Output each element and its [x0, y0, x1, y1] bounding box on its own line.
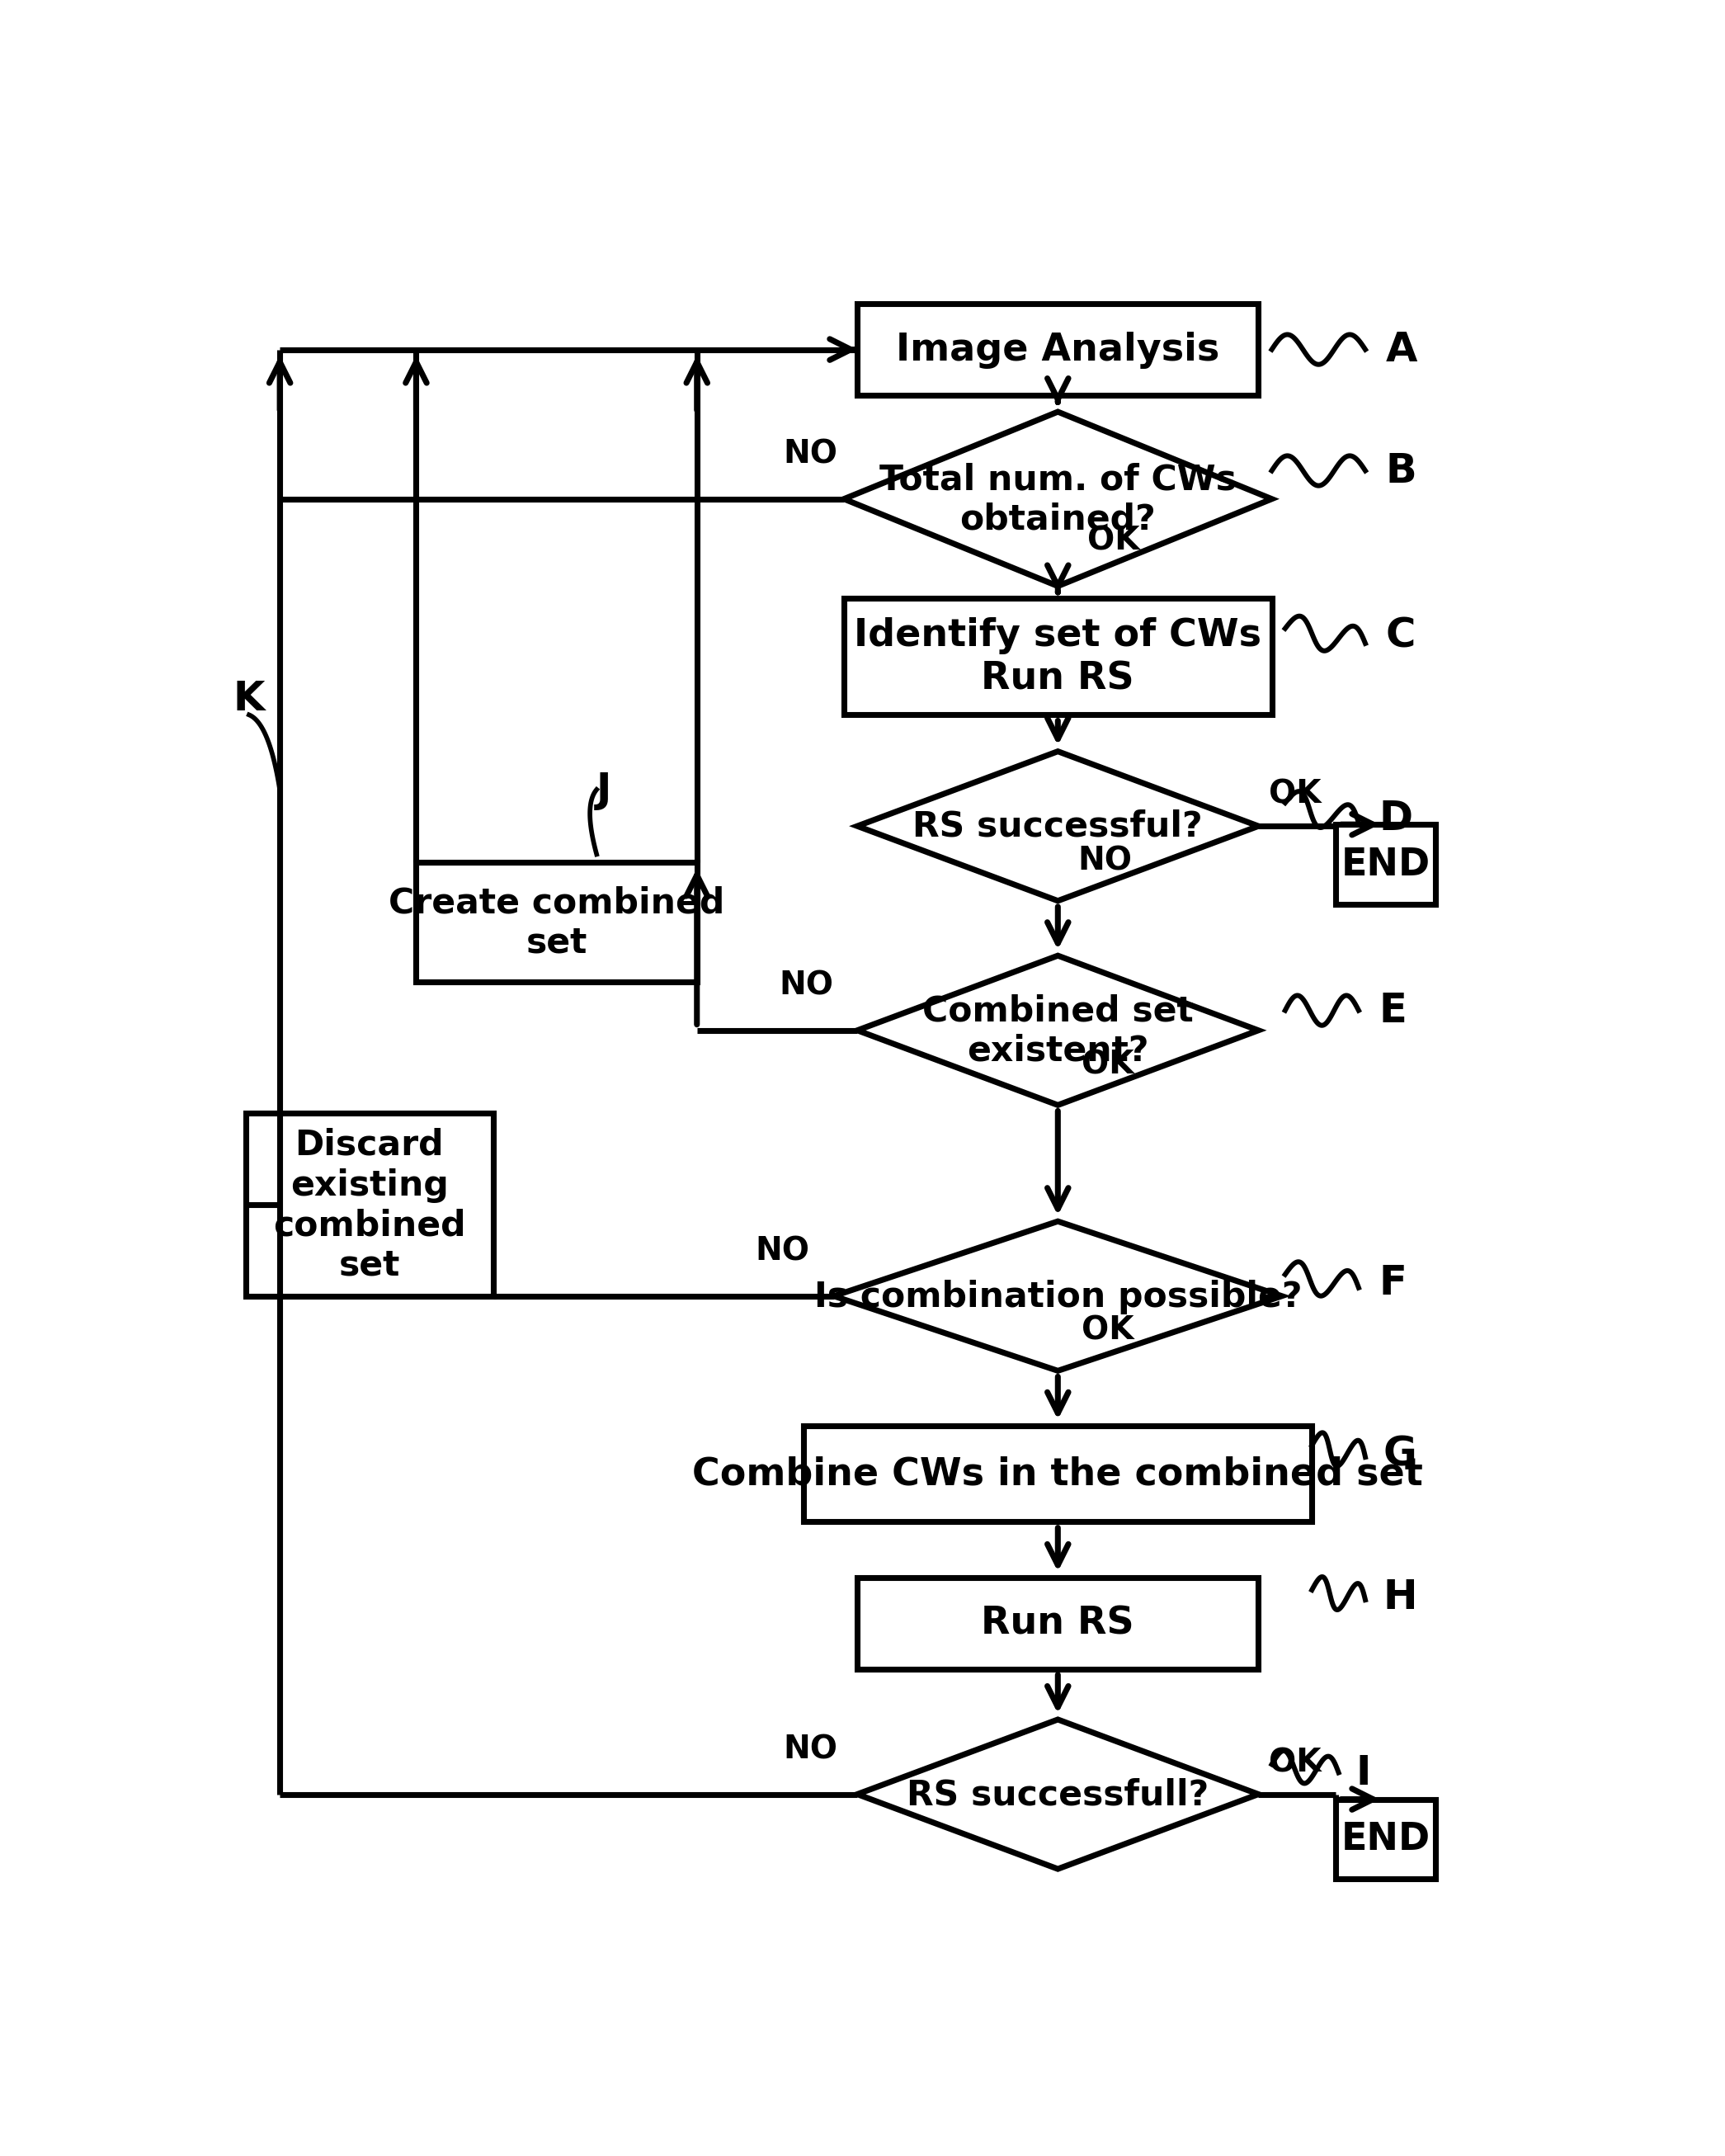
Text: Combined set
existent?: Combined set existent?: [923, 994, 1194, 1067]
Text: Discard
existing
combined
set: Discard existing combined set: [273, 1128, 466, 1283]
Bar: [1335, 1800, 1435, 1880]
Text: Combine CWs in the combined set: Combine CWs in the combined set: [692, 1455, 1423, 1492]
Text: OK: OK: [1082, 1050, 1135, 1080]
Bar: [804, 1425, 1313, 1522]
Text: B: B: [1385, 451, 1416, 492]
Text: OK: OK: [1270, 1746, 1321, 1779]
Bar: [857, 304, 1259, 397]
Bar: [1335, 826, 1435, 906]
Text: Identify set of CWs
Run RS: Identify set of CWs Run RS: [854, 617, 1261, 696]
Text: NO: NO: [783, 1733, 837, 1764]
Text: END: END: [1340, 1820, 1430, 1858]
Text: H: H: [1383, 1576, 1416, 1617]
Text: Is combination possible?: Is combination possible?: [814, 1279, 1302, 1313]
Bar: [416, 862, 697, 983]
Bar: [844, 599, 1271, 716]
Text: NO: NO: [783, 438, 837, 470]
Text: RS successfull?: RS successfull?: [907, 1777, 1209, 1811]
Text: A: A: [1385, 330, 1416, 371]
Bar: [245, 1115, 493, 1296]
Text: NO: NO: [756, 1235, 809, 1266]
Text: G: G: [1383, 1434, 1416, 1475]
Text: RS successful?: RS successful?: [913, 808, 1202, 843]
Text: Create combined
set: Create combined set: [388, 886, 724, 959]
Text: END: END: [1340, 845, 1430, 884]
Text: C: C: [1385, 617, 1416, 655]
Text: Run RS: Run RS: [982, 1604, 1135, 1643]
Text: Image Analysis: Image Analysis: [895, 332, 1220, 369]
Text: E: E: [1378, 992, 1406, 1031]
Text: OK: OK: [1082, 1315, 1135, 1345]
Text: NO: NO: [778, 970, 833, 1000]
Bar: [857, 1578, 1259, 1669]
Text: OK: OK: [1087, 526, 1140, 556]
Text: OK: OK: [1270, 778, 1321, 811]
Text: D: D: [1378, 798, 1413, 839]
Text: I: I: [1356, 1753, 1371, 1792]
Text: Total num. of CWs
obtained?: Total num. of CWs obtained?: [880, 461, 1237, 537]
Text: NO: NO: [1078, 845, 1132, 875]
Text: K: K: [233, 679, 266, 718]
Text: J: J: [597, 770, 612, 811]
Text: F: F: [1378, 1263, 1406, 1302]
